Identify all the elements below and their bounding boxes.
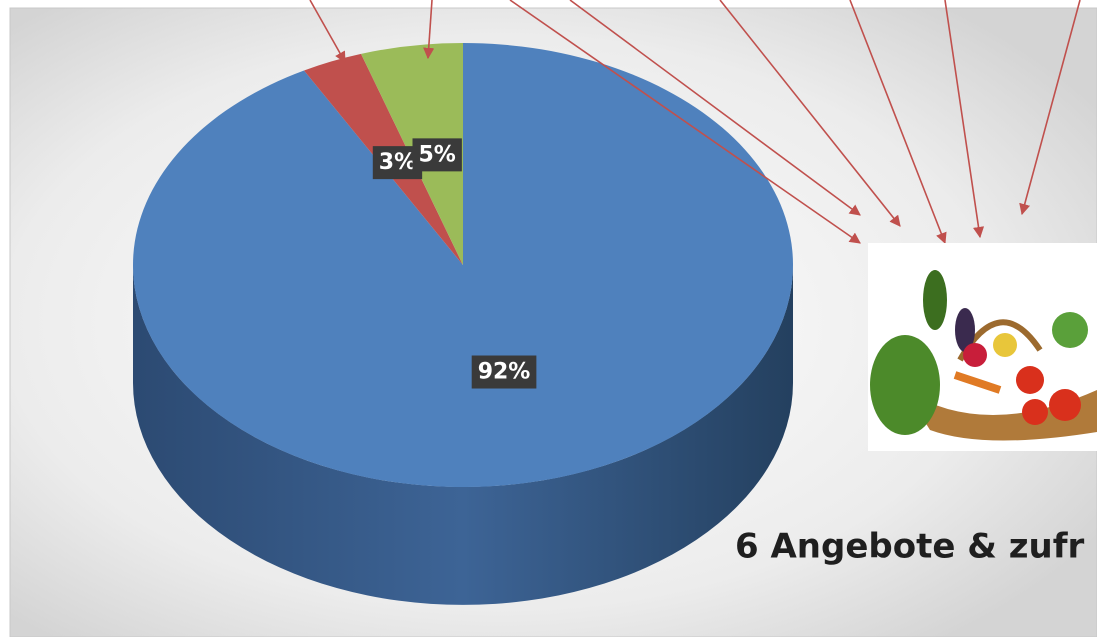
pie: 92% 3% 5%: [132, 43, 794, 605]
arrows: [309, 0, 1081, 245]
data-label-text: 92%: [478, 360, 531, 385]
data-label-box: [412, 138, 462, 172]
data-label: 5%: [412, 138, 462, 172]
data-label-text: 3%: [379, 150, 416, 175]
pie-side: [133, 265, 793, 605]
vegetable-basket-image: [868, 243, 1097, 451]
annotation: 6 Angebote & zufr: [735, 527, 1085, 567]
data-label: 92%: [471, 355, 537, 389]
data-label-box: [471, 355, 537, 389]
data-label-text: 5%: [419, 142, 456, 167]
